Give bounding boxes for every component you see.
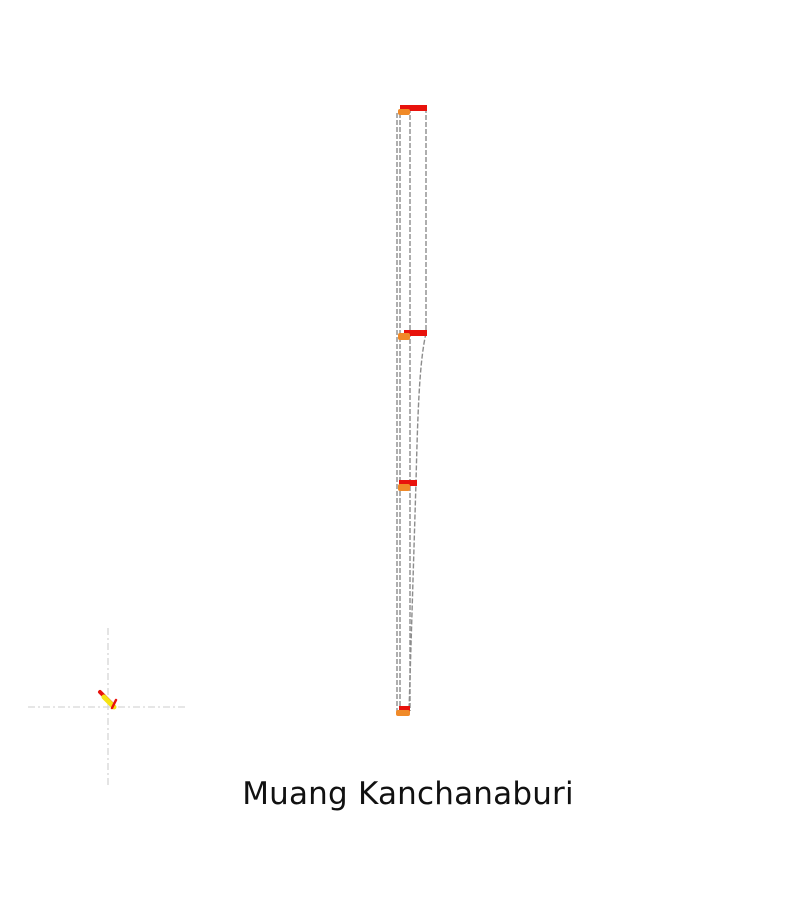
location-label: Muang Kanchanaburi [242, 776, 574, 812]
station-marker-top [398, 105, 427, 115]
route-lines [396, 107, 427, 715]
station-marker-upper-middle [398, 330, 427, 340]
route-line-right-taper [408, 332, 427, 712]
station-markers [396, 105, 427, 716]
station-marker-lower-middle [398, 480, 417, 491]
compass-crosshair [28, 628, 188, 788]
compass-arrow-icon [98, 690, 118, 710]
station-marker-bottom [396, 706, 410, 716]
